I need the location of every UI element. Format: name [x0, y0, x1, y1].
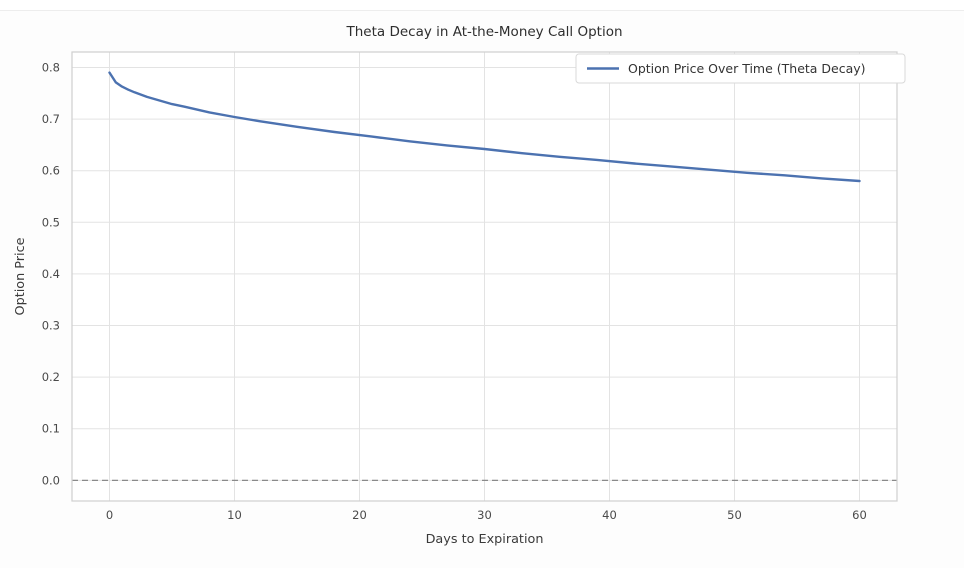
y-tick-labels: 0.0 0.1 0.2 0.3 0.4 0.5 0.6 0.7 0.8: [42, 60, 60, 487]
y-tick-label: 0.2: [42, 370, 60, 384]
y-tick-label: 0.5: [42, 215, 60, 229]
y-axis-label: Option Price: [13, 237, 28, 315]
y-tick-label: 0.3: [42, 319, 60, 333]
theta-decay-line: [108, 71, 861, 183]
horizontal-gridlines: [72, 66, 897, 481]
x-tick-label: 20: [352, 508, 367, 522]
legend-box: [575, 53, 906, 84]
legend-label: Option Price Over Time (Theta Decay): [628, 61, 866, 76]
x-tick-label: 10: [227, 508, 242, 522]
legend: Option Price Over Time (Theta Decay): [575, 53, 906, 84]
x-axis-label: Days to Expiration: [426, 532, 544, 547]
vertical-gridlines: [109, 52, 860, 501]
x-tick-label: 30: [477, 508, 492, 522]
x-tick-label: 50: [727, 508, 742, 522]
y-tick-label: 0.7: [42, 112, 60, 126]
x-tick-label: 60: [852, 508, 867, 522]
y-tick-label: 0.4: [42, 267, 60, 281]
y-tick-label: 0.1: [42, 422, 60, 436]
x-tick-labels: 0 10 20 30 40 50 60: [106, 508, 867, 522]
x-tick-label: 0: [106, 508, 113, 522]
y-tick-label: 0.6: [42, 164, 60, 178]
y-tick-label: 0.0: [42, 473, 60, 487]
top-divider: [0, 0, 964, 11]
y-tick-label: 0.8: [42, 60, 60, 74]
x-tick-label: 40: [602, 508, 617, 522]
axes-spines: [71, 51, 898, 502]
chart-title: Theta Decay in At-the-Money Call Option: [345, 24, 622, 40]
